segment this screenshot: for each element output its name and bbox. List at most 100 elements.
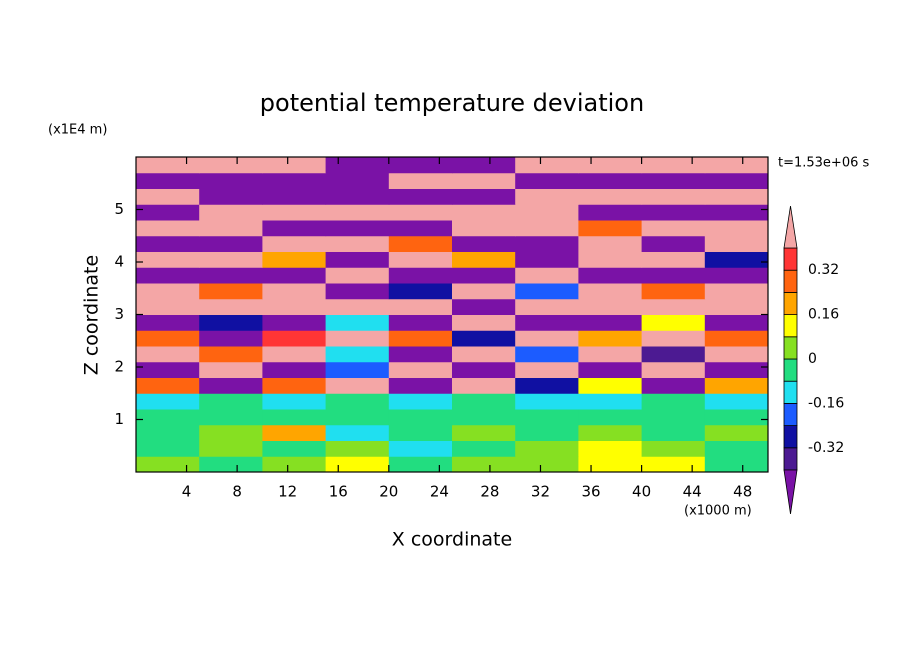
contour-cell — [199, 172, 263, 189]
contour-cell — [515, 393, 579, 410]
contour-cell — [136, 409, 200, 426]
contour-cell — [388, 188, 453, 205]
contour-cell — [704, 346, 768, 363]
y-tick-label: 1 — [114, 410, 124, 428]
contour-cell — [199, 251, 263, 268]
x-tick-label: 48 — [733, 483, 752, 501]
contour-cell — [325, 456, 390, 472]
contour-cell — [199, 267, 263, 284]
colorbar-tick-label: 0.32 — [808, 262, 839, 278]
contour-cell — [641, 283, 706, 300]
contour-cell — [388, 440, 453, 457]
contour-cell — [641, 298, 706, 315]
contour-cell — [199, 298, 263, 315]
contour-cell — [325, 377, 390, 394]
contour-cell — [515, 235, 579, 252]
contour-cell — [704, 157, 768, 174]
contour-cell — [641, 377, 706, 394]
contour-cell — [136, 283, 200, 300]
contour-cell — [641, 456, 706, 472]
colorbar-swatch — [783, 314, 798, 338]
colorbar-swatch — [783, 425, 798, 449]
contour-cell — [452, 251, 516, 268]
x-tick-label: 40 — [632, 483, 651, 501]
contour-cell — [452, 157, 516, 174]
contour-cell — [452, 283, 516, 300]
colorbar-swatch — [783, 269, 798, 293]
colorbar-tick-label: 0 — [808, 351, 817, 367]
contour-cell — [515, 157, 579, 174]
contour-cell — [325, 314, 390, 331]
x-tick-label: 24 — [430, 483, 449, 501]
contour-cell — [325, 283, 390, 300]
contour-cell — [641, 235, 706, 252]
contour-cell — [199, 204, 263, 221]
colorbar-swatch — [783, 358, 798, 382]
contour-cell — [578, 456, 643, 472]
contour-cell — [515, 283, 579, 300]
y-axis-title: Z coordinate — [81, 255, 103, 375]
contour-cell — [262, 157, 327, 174]
y-tick-label: 4 — [114, 253, 124, 271]
contour-cell — [388, 377, 453, 394]
contour-cell — [578, 330, 643, 347]
contour-cell — [704, 456, 768, 472]
x-tick-label: 36 — [581, 483, 600, 501]
contour-cell — [325, 298, 390, 315]
contour-cell — [704, 251, 768, 268]
contour-cell — [199, 409, 263, 426]
contour-cell — [515, 220, 579, 237]
contour-cell — [199, 157, 263, 174]
contour-field — [136, 157, 768, 472]
contour-cell — [262, 267, 327, 284]
contour-cell — [452, 188, 516, 205]
contour-cell — [704, 361, 768, 378]
contour-cell — [199, 346, 263, 363]
contour-cell — [515, 377, 579, 394]
contour-cell — [515, 424, 579, 441]
contour-cell — [199, 440, 263, 457]
contour-cell — [136, 456, 200, 472]
contour-cell — [452, 330, 516, 347]
contour-cell — [262, 424, 327, 441]
contour-cell — [325, 235, 390, 252]
contour-cell — [578, 424, 643, 441]
contour-cell — [452, 172, 516, 189]
contour-cell — [578, 361, 643, 378]
contour-cell — [578, 393, 643, 410]
contour-cell — [578, 188, 643, 205]
colorbar-swatch — [783, 380, 798, 404]
contour-cell — [199, 393, 263, 410]
contour-cell — [515, 204, 579, 221]
contour-cell — [452, 456, 516, 472]
contour-cell — [515, 188, 579, 205]
contour-cell — [704, 330, 768, 347]
contour-cell — [325, 346, 390, 363]
contour-cell — [452, 267, 516, 284]
contour-cell — [641, 204, 706, 221]
contour-cell — [199, 361, 263, 378]
contour-cell — [641, 393, 706, 410]
x-tick-label: 32 — [531, 483, 550, 501]
contour-cell — [199, 283, 263, 300]
contour-cell — [641, 424, 706, 441]
contour-cell — [704, 440, 768, 457]
contour-cell — [641, 267, 706, 284]
contour-cell — [262, 346, 327, 363]
contour-cell — [136, 235, 200, 252]
contour-cell — [388, 235, 453, 252]
contour-cell — [515, 440, 579, 457]
contour-cell — [515, 172, 579, 189]
contour-cell — [515, 314, 579, 331]
contour-cell — [578, 157, 643, 174]
colorbar-extend-bottom — [783, 469, 798, 515]
contour-cell — [452, 220, 516, 237]
contour-cell — [262, 314, 327, 331]
y-unit-label: (x1E4 m) — [48, 123, 107, 138]
contour-cell — [199, 330, 263, 347]
contour-cell — [704, 314, 768, 331]
contour-cell — [641, 314, 706, 331]
contour-cell — [578, 204, 643, 221]
contour-cell — [388, 424, 453, 441]
contour-cell — [136, 346, 200, 363]
